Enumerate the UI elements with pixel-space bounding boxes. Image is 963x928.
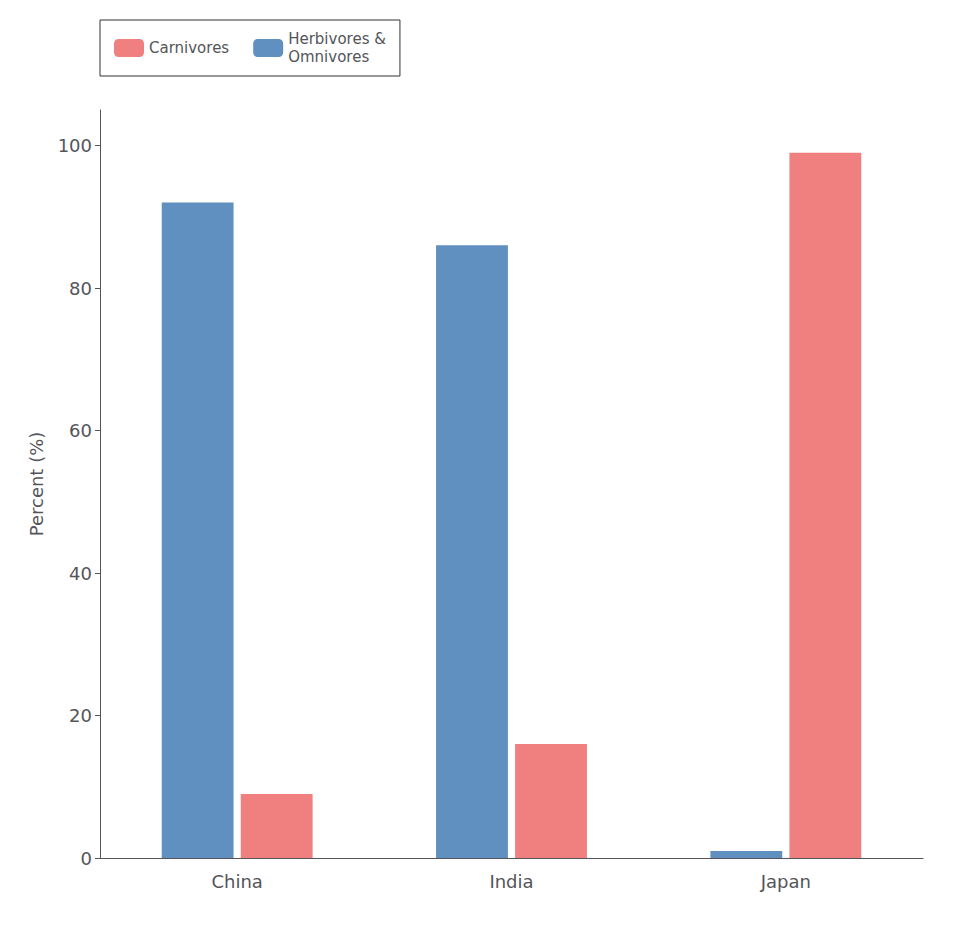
svg-text:Carnivores: Carnivores [149, 39, 229, 57]
svg-text:80: 80 [69, 278, 92, 299]
svg-text:60: 60 [69, 420, 92, 441]
svg-text:India: India [489, 871, 533, 892]
svg-text:40: 40 [69, 563, 92, 584]
svg-text:China: China [211, 871, 262, 892]
svg-text:Herbivores &: Herbivores & [288, 30, 386, 48]
svg-text:20: 20 [69, 705, 92, 726]
svg-text:100: 100 [58, 135, 92, 156]
svg-text:0: 0 [81, 848, 92, 869]
svg-text:Omnivores: Omnivores [288, 48, 369, 66]
svg-text:Japan: Japan [760, 871, 811, 892]
svg-text:Percent (%): Percent (%) [26, 432, 47, 537]
